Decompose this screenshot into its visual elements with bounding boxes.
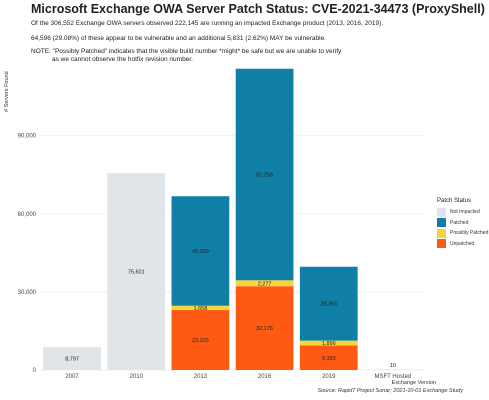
bar-segment-possibly-patched	[299, 340, 358, 346]
data-label: 8,797	[65, 357, 79, 363]
x-axis-title: Exchange Version	[391, 380, 436, 386]
bar-segment-unpatched	[235, 286, 294, 370]
legend-item: Unpatched	[437, 239, 488, 250]
data-label: 75,601	[128, 270, 145, 276]
bar-segment-unpatched	[171, 310, 230, 370]
bar-segment-possibly-patched	[235, 280, 294, 287]
y-tick-label: 30,000	[18, 290, 37, 296]
legend-swatch	[437, 228, 446, 238]
x-tick-label: 2007	[65, 374, 79, 380]
bar-segment-not-impacted	[43, 347, 101, 370]
x-tick-label: 2013	[194, 374, 208, 380]
subtitle-line-2: 64,596 (29.08%) of these appear to be vu…	[31, 35, 326, 42]
data-label: 2,277	[258, 281, 272, 287]
data-label: 1,658	[194, 306, 208, 312]
data-label: 32,176	[256, 326, 273, 332]
y-tick-label: 0	[33, 368, 37, 374]
chart-title: Microsoft Exchange OWA Server Patch Stat…	[31, 2, 485, 16]
legend-title: Patch Status	[437, 198, 472, 204]
legend-label: Unpatched	[450, 240, 475, 247]
legend-item: Possibly Patched	[437, 228, 488, 239]
x-tick-label: 2019	[322, 374, 336, 380]
data-label: 28,365	[320, 302, 337, 308]
y-tick-label: 90,000	[18, 134, 37, 140]
legend-label: Possibly Patched	[450, 230, 489, 237]
legend-swatch	[437, 239, 446, 249]
data-label: 42,059	[192, 249, 209, 255]
y-axis-title: # Servers Found	[4, 71, 10, 112]
data-label: 10	[390, 363, 396, 369]
legend-swatch	[437, 218, 446, 228]
bar-segment-unpatched	[299, 345, 358, 370]
bar-segment-patched	[171, 196, 230, 306]
bar-segment-patched	[299, 266, 358, 341]
legend-item: Patched	[437, 218, 488, 229]
bar-segment-possibly-patched	[171, 305, 230, 311]
data-label: 9,393	[322, 356, 336, 362]
data-label: 1,896	[322, 341, 336, 347]
legend-item: Not Impacted	[437, 207, 488, 218]
note-line-1: NOTE: "Possibly Patched" indicates that …	[31, 48, 342, 55]
x-tick-label: MSFT Hosted	[374, 374, 411, 380]
bar-segment-patched	[235, 68, 294, 281]
data-label: 81,256	[256, 173, 273, 179]
x-tick-label: 2016	[258, 374, 272, 380]
legend-label: Patched	[450, 219, 469, 226]
legend-label: Not Impacted	[450, 209, 480, 216]
legend-swatch	[437, 207, 446, 217]
subtitle-line-1: Of the 306,552 Exchange OWA servers obse…	[31, 20, 384, 27]
y-tick-label: 60,000	[18, 212, 37, 218]
data-label: 23,025	[192, 338, 209, 344]
note-line-2: as we cannot observe the hotfix revision…	[52, 56, 193, 63]
x-tick-label: 2010	[130, 374, 144, 380]
bar-segment-not-impacted	[107, 173, 166, 370]
legend: Patch Status Not Impacted Patched Possibly…	[437, 198, 488, 249]
source-caption: Source: Rapid7 Project Sonar; 2021-10-01…	[317, 388, 463, 394]
bar-segment-not-impacted	[364, 369, 422, 370]
